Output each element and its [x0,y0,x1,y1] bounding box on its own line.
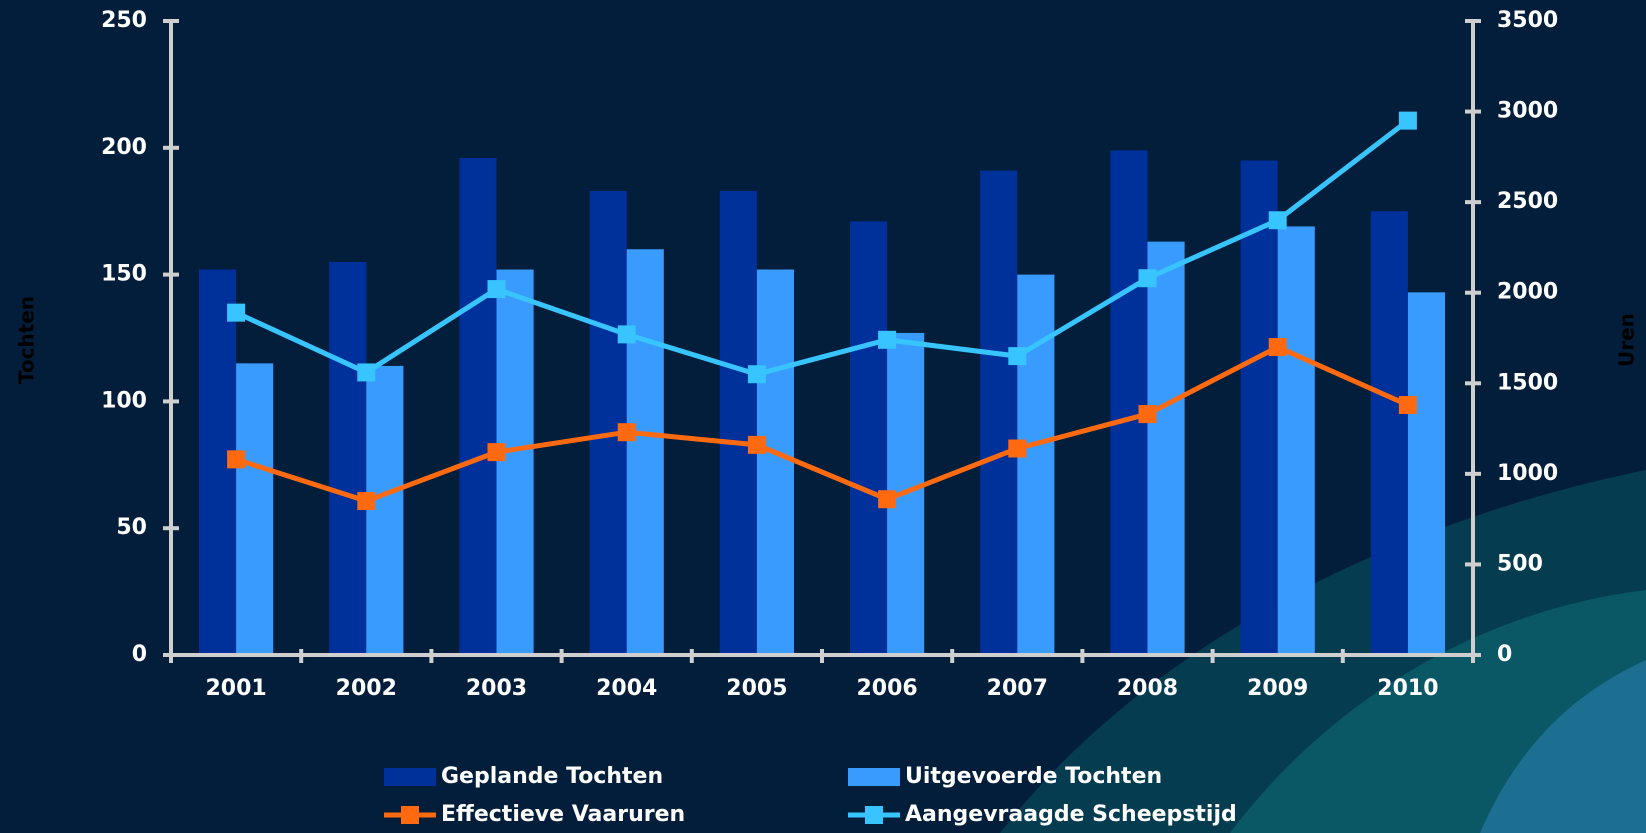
line-marker [1008,347,1026,365]
x-tick-label: 2006 [856,676,917,701]
bar [1371,211,1408,655]
legend-label: Effectieve Vaaruren [441,802,685,827]
line-marker [618,423,636,441]
legend-swatch [865,806,883,824]
y-axis-title: Tochten [15,296,39,384]
x-tick-label: 2007 [987,676,1048,701]
bar [850,221,887,655]
line-marker [618,325,636,343]
y2-tick-label: 2500 [1497,189,1558,214]
bar [236,363,273,655]
y2-tick-label: 0 [1497,642,1512,667]
y-tick-label: 250 [101,8,147,33]
x-tick-label: 2005 [726,676,787,701]
line-marker [357,492,375,510]
legend-swatch [384,768,436,786]
bar [980,171,1017,655]
bar [590,191,627,655]
y-tick-label: 50 [116,515,147,540]
x-tick-label: 2008 [1117,676,1178,701]
line-marker [1139,405,1157,423]
line-marker [878,490,896,508]
line-marker [227,304,245,322]
line-marker [1139,269,1157,287]
line-marker [488,443,506,461]
x-tick-label: 2001 [205,676,266,701]
chart: Tochten Uren 050100150200250050010001500… [0,0,1646,833]
x-tick-label: 2003 [466,676,527,701]
y2-tick-label: 1000 [1497,461,1558,486]
bar [1148,242,1185,655]
y2-tick-label: 1500 [1497,370,1558,395]
y-tick-label: 150 [101,262,147,287]
legend-label: Uitgevoerde Tochten [905,764,1162,789]
line-marker [1269,211,1287,229]
bar [1110,150,1147,655]
line [236,121,1408,375]
bar [1408,292,1445,655]
bar [459,158,496,655]
bar [627,249,664,655]
line [236,347,1408,501]
bar [366,366,403,655]
x-tick-label: 2002 [336,676,397,701]
line-marker [227,450,245,468]
y2-tick-label: 3500 [1497,8,1558,33]
x-tick-label: 2010 [1377,676,1438,701]
line-marker [488,280,506,298]
bar [1017,275,1054,655]
bar [329,262,366,655]
bar [720,191,757,655]
bar [497,270,534,655]
x-tick-label: 2009 [1247,676,1308,701]
y2-tick-label: 3000 [1497,99,1558,124]
line-marker [1008,439,1026,457]
y-tick-label: 200 [101,135,147,160]
legend-swatch [848,768,900,786]
legend-label: Aangevraagde Scheepstijd [905,802,1237,827]
legend-label: Geplande Tochten [441,764,663,789]
bar [757,270,794,655]
y2-axis-title: Uren [1615,313,1639,367]
line-marker [1399,112,1417,130]
y2-tick-label: 2000 [1497,280,1558,305]
bar [1278,226,1315,655]
legend-swatch [401,806,419,824]
line-marker [748,436,766,454]
line-marker [1399,396,1417,414]
line-marker [748,365,766,383]
y-tick-label: 100 [101,388,147,413]
x-tick-label: 2004 [596,676,657,701]
y2-tick-label: 500 [1497,551,1543,576]
line-marker [1269,338,1287,356]
y-tick-label: 0 [132,642,147,667]
line-marker [878,331,896,349]
line-marker [357,363,375,381]
